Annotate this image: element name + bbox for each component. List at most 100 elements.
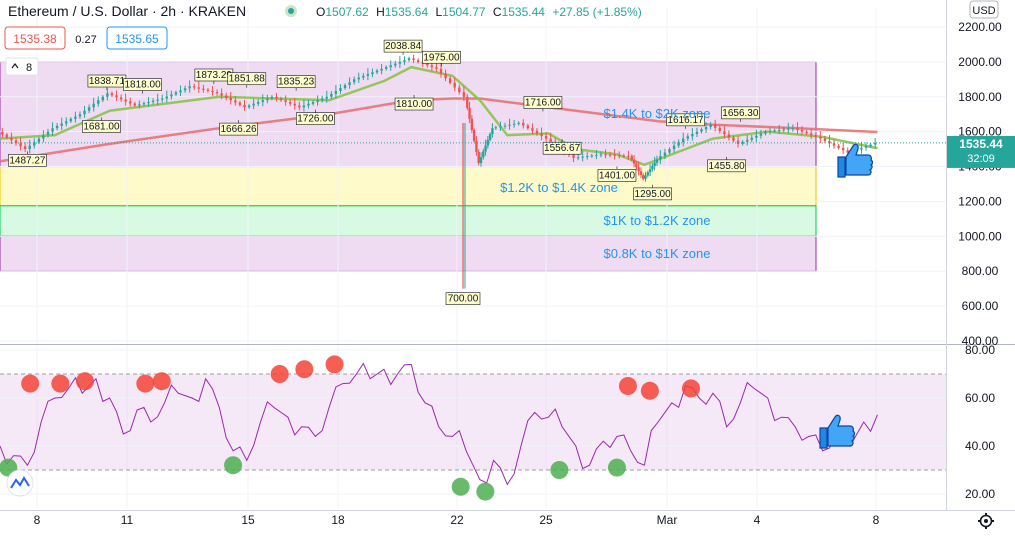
price-tick-label[interactable]: 600.00 (962, 299, 999, 313)
rsi-axis[interactable]: 80.00 60.00 40.00 20.00 (965, 343, 995, 501)
price-tick-label[interactable]: 1800.00 (958, 90, 1002, 104)
sell-button[interactable]: 1535.38 (4, 26, 66, 50)
time-tick-label[interactable]: 22 (450, 513, 464, 527)
candle-body (92, 103, 95, 108)
candle-body (307, 103, 310, 106)
time-tick-label[interactable]: 11 (121, 513, 134, 527)
time-tick-label[interactable]: 25 (539, 513, 553, 527)
zone-label: $1.4K to $2K zone (604, 106, 711, 121)
time-axis[interactable]: 8 11 15 18 22 25 Mar 4 8 (34, 513, 880, 527)
open-label: O (316, 5, 325, 19)
candle-body (211, 90, 214, 93)
zone-label: $1K to $1.2K zone (604, 213, 711, 228)
time-tick-label[interactable]: 18 (331, 513, 345, 527)
indicators-collapse-button[interactable]: 8 (5, 57, 39, 76)
rsi-tick-label[interactable]: 60.00 (965, 391, 995, 405)
candle-body (97, 100, 100, 104)
swing-label: 1295.00 (635, 189, 672, 200)
candle-body (635, 163, 638, 168)
candle-body (800, 129, 804, 132)
oversold-dot (451, 477, 470, 496)
candle-body (37, 138, 41, 143)
candle-body (458, 87, 461, 93)
overbought-dot (681, 379, 700, 398)
collapse-count[interactable]: 8 (26, 62, 32, 74)
price-tick-label[interactable]: 400.00 (962, 334, 999, 348)
candle-body (371, 72, 374, 75)
zone-label: $1.2K to $1.4K zone (500, 180, 618, 195)
currency-label[interactable]: USD (972, 5, 995, 17)
settings-gear-icon[interactable] (978, 513, 994, 529)
overbought-dot (270, 365, 289, 383)
currency-button-frame[interactable] (969, 0, 999, 19)
candle-body (576, 157, 580, 159)
price-axis[interactable]: 2200.002000.001800.001600.001400.001200.… (958, 20, 1002, 348)
time-tick-label[interactable]: 8 (34, 513, 41, 527)
zone-labels: $1.4K to $2K zone $1.2K to $1.4K zone $1K … (500, 106, 710, 261)
swing-label: 1838.71 (89, 76, 126, 87)
candle-body (270, 96, 274, 99)
swing-label-box (542, 141, 582, 155)
swing-label: 1818.00 (125, 80, 162, 91)
thumbs-up-icon (837, 143, 874, 178)
candle-body (435, 67, 438, 69)
candle-body (805, 131, 808, 134)
candle-body (723, 131, 726, 135)
time-tick-label[interactable]: 4 (754, 513, 761, 527)
candle-body (380, 68, 383, 71)
bid-price[interactable]: 1535.38 (13, 32, 57, 46)
candle-body (51, 128, 54, 132)
current-price-tag: 1535.44 32:09 (0, 135, 1015, 168)
candle-body (234, 100, 237, 103)
collapse-button-frame[interactable] (5, 57, 39, 76)
swing-label: 1455.80 (709, 161, 746, 172)
price-tick-label[interactable]: 1600.00 (958, 125, 1002, 139)
symbol-title[interactable]: Ethereum / U.S. Dollar · 2h · KRAKEN (8, 3, 246, 19)
rsi-line (0, 362, 878, 486)
candle-body (366, 74, 370, 76)
candle-body (540, 133, 543, 137)
rsi-tick-label[interactable]: 20.00 (965, 487, 995, 501)
swing-label: 1401.00 (599, 170, 636, 181)
candle-body (375, 70, 379, 73)
rsi-grid (0, 349, 946, 495)
buy-button[interactable]: 1535.65 (106, 26, 168, 50)
price-zone (0, 205, 817, 237)
candle-body (188, 86, 191, 89)
rsi-tick-label[interactable]: 80.00 (965, 343, 995, 357)
time-tick-label[interactable]: Mar (657, 513, 678, 527)
price-tick-label[interactable]: 1200.00 (958, 194, 1002, 208)
rsi-tick-label[interactable]: 40.00 (965, 439, 995, 453)
price-tick-label[interactable]: 1000.00 (958, 229, 1002, 243)
chevron-up-icon (11, 63, 19, 69)
time-tick-label[interactable]: 15 (241, 513, 255, 527)
currency-button[interactable]: USD (969, 0, 999, 19)
candle-body (394, 63, 397, 66)
time-tick-label[interactable]: 8 (873, 513, 880, 527)
candle-body (462, 92, 466, 97)
low-value: 1504.77 (442, 5, 486, 19)
candle-body (773, 130, 776, 132)
swing-label-box (8, 154, 47, 167)
ask-price[interactable]: 1535.65 (115, 32, 159, 46)
candle-body (60, 123, 63, 126)
overbought-dot (640, 381, 659, 400)
candle-body (343, 85, 347, 89)
high-value: 1535.64 (385, 5, 429, 19)
candle-body (403, 60, 406, 62)
price-tick-label[interactable]: 2200.00 (958, 20, 1002, 34)
swing-label-box (707, 159, 746, 173)
candle-body (572, 154, 575, 158)
sell-button-frame[interactable] (4, 26, 66, 50)
candle-body (484, 145, 487, 152)
candle-body (823, 138, 827, 141)
tradingview-logo-icon[interactable] (6, 469, 34, 497)
wick-low-layer: 700.00 (445, 122, 481, 305)
rsi-path (0, 362, 878, 486)
price-tick-label[interactable]: 2000.00 (958, 55, 1002, 69)
price-tick-label[interactable]: 800.00 (962, 264, 999, 278)
buy-button-frame[interactable] (106, 26, 168, 50)
candle-body (257, 102, 260, 104)
candle-body (819, 136, 822, 139)
candle-body (787, 128, 790, 130)
